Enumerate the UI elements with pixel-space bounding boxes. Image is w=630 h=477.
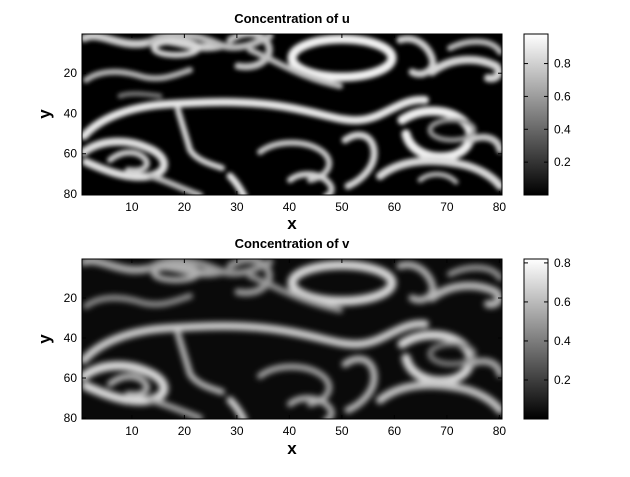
v-colorbar-tick-label: 0.8 <box>554 256 571 270</box>
u-y-tick-label: 80 <box>64 187 78 201</box>
u-y-tick-label: 60 <box>64 147 78 161</box>
v-colorbar-tick-label: 0.6 <box>554 295 571 309</box>
v-x-tick-label: 40 <box>283 424 297 438</box>
u-y-tick-label: 20 <box>64 66 78 80</box>
u-colorbar-tick-label: 0.4 <box>554 122 571 136</box>
u-x-tick-label: 40 <box>283 200 297 214</box>
v-x-tick-label: 70 <box>440 424 454 438</box>
v-x-tick-label: 50 <box>335 424 349 438</box>
u-x-tick-label: 30 <box>230 200 244 214</box>
v-ylabel: y <box>35 334 54 344</box>
v-x-ticks: 10 20 30 40 50 60 70 80 <box>125 259 506 438</box>
u-x-tick-label: 80 <box>493 200 507 214</box>
v-colorbar-tick-label: 0.4 <box>554 334 571 348</box>
u-x-tick-label: 60 <box>388 200 402 214</box>
u-x-tick-label: 20 <box>178 200 192 214</box>
v-y-ticks: 20 40 60 80 <box>64 291 502 425</box>
u-xlabel: x <box>287 214 297 233</box>
u-colorbar <box>523 33 549 196</box>
v-x-tick-label: 20 <box>178 424 192 438</box>
u-x-tick-label: 10 <box>125 200 139 214</box>
u-colorbar-tick-label: 0.6 <box>554 89 571 103</box>
u-x-tick-label: 70 <box>440 200 454 214</box>
v-panel: Concentration of v <box>35 236 571 458</box>
v-y-tick-label: 60 <box>64 371 78 385</box>
u-y-ticks: 20 40 60 80 <box>64 66 502 201</box>
v-x-tick-label: 10 <box>125 424 139 438</box>
v-heatmap-pattern <box>82 259 502 419</box>
v-colorbar-ticks: 0.2 0.4 0.6 0.8 <box>524 256 571 387</box>
v-x-tick-label: 30 <box>230 424 244 438</box>
u-x-ticks: 10 20 30 40 50 60 70 80 <box>125 34 506 214</box>
u-plot-frame <box>81 33 503 196</box>
v-x-tick-label: 60 <box>388 424 402 438</box>
u-ylabel: y <box>35 109 54 119</box>
u-panel: Concentration of u <box>35 11 571 233</box>
v-colorbar <box>523 258 549 420</box>
v-y-tick-label: 80 <box>64 411 78 425</box>
u-heatmap-pattern <box>82 34 502 195</box>
u-colorbar-ticks: 0.2 0.4 0.6 0.8 <box>524 57 571 169</box>
v-y-tick-label: 40 <box>64 331 78 345</box>
u-x-tick-label: 50 <box>335 200 349 214</box>
v-y-tick-label: 20 <box>64 291 78 305</box>
u-title: Concentration of u <box>234 11 350 26</box>
v-xlabel: x <box>287 439 297 458</box>
u-colorbar-tick-label: 0.8 <box>554 57 571 71</box>
v-colorbar-tick-label: 0.2 <box>554 373 571 387</box>
u-colorbar-tick-label: 0.2 <box>554 155 571 169</box>
v-x-tick-label: 80 <box>493 424 507 438</box>
v-plot-frame <box>81 258 503 420</box>
u-y-tick-label: 40 <box>64 106 78 120</box>
v-title: Concentration of v <box>235 236 351 251</box>
